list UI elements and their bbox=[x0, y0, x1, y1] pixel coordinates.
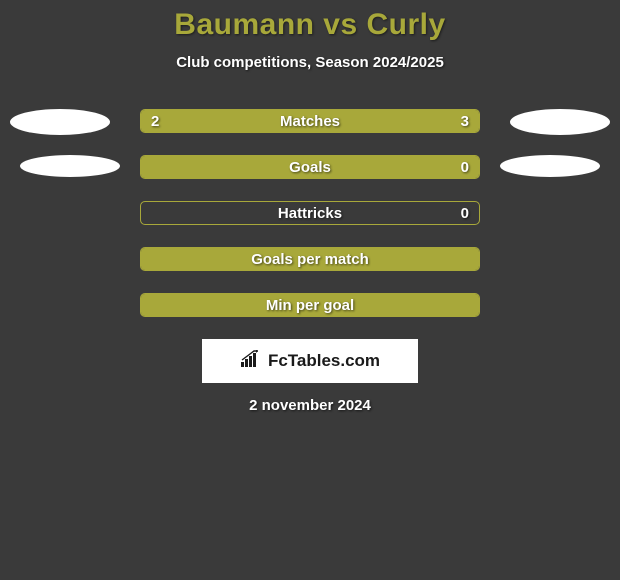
stat-row-goals-per-match: Goals per match bbox=[0, 247, 620, 271]
stats-section: 2 Matches 3 Goals 0 bbox=[0, 109, 620, 317]
brand-text: FcTables.com bbox=[268, 351, 380, 371]
bar-left-fill bbox=[141, 294, 479, 316]
stat-bar: 2 Matches 3 bbox=[140, 109, 480, 133]
date-label: 2 november 2024 bbox=[249, 397, 371, 414]
stat-right-value: 0 bbox=[461, 202, 469, 224]
stat-bar: Goals 0 bbox=[140, 155, 480, 179]
bar-left-fill bbox=[141, 248, 479, 270]
stat-rows: 2 Matches 3 Goals 0 bbox=[0, 109, 620, 317]
stat-label: Hattricks bbox=[141, 202, 479, 224]
stat-bar: Hattricks 0 bbox=[140, 201, 480, 225]
comparison-infographic: Baumann vs Curly Club competitions, Seas… bbox=[0, 0, 620, 580]
stat-left-value: 2 bbox=[151, 110, 159, 132]
brand-badge[interactable]: FcTables.com bbox=[202, 339, 418, 383]
stat-right-value: 3 bbox=[461, 110, 469, 132]
stat-row-min-per-goal: Min per goal bbox=[0, 293, 620, 317]
stat-row-matches: 2 Matches 3 bbox=[0, 109, 620, 133]
bar-left-fill bbox=[141, 110, 276, 132]
stat-right-value: 0 bbox=[461, 156, 469, 178]
stat-row-hattricks: Hattricks 0 bbox=[0, 201, 620, 225]
page-title: Baumann vs Curly bbox=[174, 8, 445, 42]
stat-bar: Min per goal bbox=[140, 293, 480, 317]
bar-left-fill bbox=[141, 156, 479, 178]
page-subtitle: Club competitions, Season 2024/2025 bbox=[176, 54, 444, 71]
stat-row-goals: Goals 0 bbox=[0, 155, 620, 179]
bar-right-fill bbox=[276, 110, 479, 132]
stat-bar: Goals per match bbox=[140, 247, 480, 271]
chart-icon bbox=[240, 350, 262, 373]
